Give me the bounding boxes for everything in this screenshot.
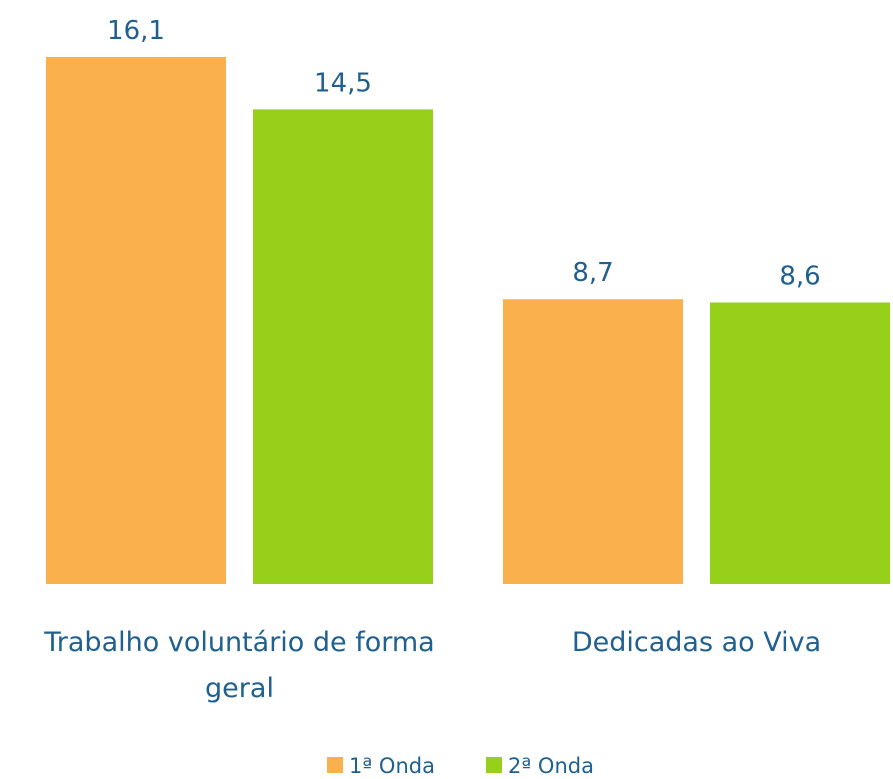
bar: [503, 299, 683, 584]
value-label: 8,6: [779, 261, 820, 291]
category-label: Trabalho voluntário de forma geral: [44, 627, 435, 704]
category-label: Dedicadas ao Viva: [571, 627, 822, 658]
legend-label: 1ª Onda: [349, 754, 435, 778]
bar: [253, 109, 433, 584]
value-label: 16,1: [107, 16, 165, 46]
legend-label: 2ª Onda: [508, 754, 594, 778]
legend-swatch: [327, 757, 343, 773]
legend-swatch: [486, 757, 502, 773]
bar: [46, 57, 226, 584]
value-label: 14,5: [314, 68, 372, 98]
value-label: 8,7: [572, 258, 613, 288]
bar: [710, 302, 890, 584]
